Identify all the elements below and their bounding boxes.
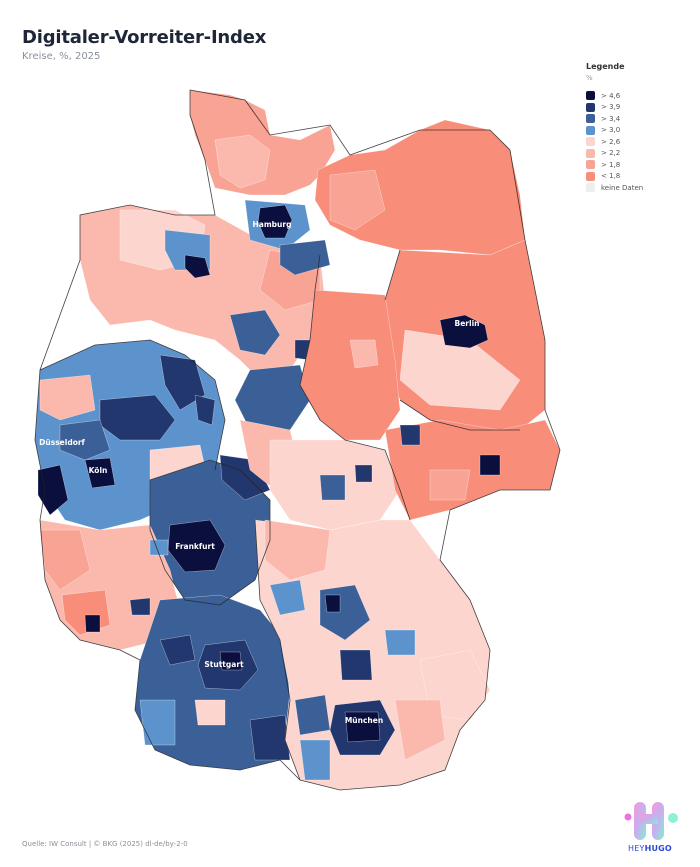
region-dresden: [479, 454, 501, 476]
legend-item: > 1,8: [586, 159, 643, 171]
legend-swatch: [586, 171, 595, 181]
heyhugo-logo-icon: [624, 802, 678, 840]
border-nrw: [39, 339, 226, 471]
logo-suffix: HUGO: [644, 844, 672, 853]
region-hamburg: [257, 204, 293, 239]
region-duesseldorf: [59, 419, 111, 461]
region-ludwigshafen: [129, 597, 151, 616]
region-bw-pink: [194, 699, 226, 726]
city-label-hamburg: Hamburg: [253, 220, 292, 229]
legend-swatch: [586, 183, 595, 193]
region-muenchen: [344, 711, 381, 743]
legend-label: > 1,8: [601, 160, 621, 169]
city-label-muenchen: München: [345, 716, 383, 725]
border-west-east: [299, 254, 411, 521]
region-bielefeld: [194, 394, 216, 426]
legend-unit: %: [586, 74, 593, 82]
region-aachen: [37, 464, 69, 516]
region-jena: [354, 464, 373, 483]
legend-item: keine Daten: [586, 182, 643, 194]
region-rlp-west: [39, 529, 91, 591]
map-legend: Legende % > 4,6 > 3,9 > 3,4 > 3,0 > 2,6 …: [586, 62, 643, 194]
legend-title: Legende: [586, 62, 625, 71]
region-augsburg: [294, 694, 331, 736]
legend-item: > 2,6: [586, 136, 643, 148]
source-note: Quelle: IW Consult | © BKG (2025) dl-de/…: [22, 840, 188, 848]
city-label-koeln: Köln: [89, 466, 108, 475]
legend-item: > 3,9: [586, 102, 643, 114]
region-berlin: [439, 314, 489, 349]
region-bayern-pink: [394, 699, 446, 761]
legend-label: > 3,0: [601, 126, 621, 135]
region-erfurt: [319, 474, 346, 501]
city-label-berlin: Berlin: [455, 319, 480, 328]
region-ingolstadt: [339, 649, 373, 681]
legend-item: < 1,8: [586, 171, 643, 183]
region-hannover: [229, 309, 281, 356]
region-wuerzburg: [269, 579, 306, 616]
legend-item: > 3,0: [586, 125, 643, 137]
legend-swatch: [586, 160, 595, 170]
legend-item: > 2,2: [586, 148, 643, 160]
logo-prefix: HEY: [628, 844, 645, 853]
region-stuttgart-city: [219, 651, 243, 671]
region-regensburg: [384, 629, 416, 656]
region-ulm: [249, 714, 291, 761]
region-nrw-west-pink: [39, 374, 96, 421]
legend-swatch: [586, 91, 595, 101]
legend-swatch: [586, 137, 595, 147]
legend-item: > 3,4: [586, 113, 643, 125]
city-label-duesseldorf: Düsseldorf: [39, 438, 85, 447]
page-title: Digitaler-Vorreiter-Index: [22, 27, 267, 48]
legend-label: > 2,6: [601, 137, 621, 146]
region-sh-inner: [214, 134, 271, 189]
region-ns-southeast: [234, 364, 311, 431]
legend-swatch: [586, 148, 595, 158]
border-germany: [34, 89, 561, 791]
page-subtitle: Kreise, %, 2025: [22, 51, 101, 62]
region-freiburg: [139, 699, 176, 746]
legend-label: > 3,9: [601, 103, 621, 112]
region-sachsen-anhalt: [299, 289, 401, 441]
region-bremen: [184, 254, 211, 279]
legend-item: > 4,6: [586, 90, 643, 102]
region-nuernberg-city: [324, 594, 341, 613]
city-label-frankfurt: Frankfurt: [175, 542, 215, 551]
region-oberland: [299, 739, 331, 781]
legend-label: > 4,6: [601, 91, 621, 100]
region-mainz: [149, 539, 169, 556]
region-chemnitz-area: [429, 469, 471, 501]
region-magdeburg: [349, 339, 379, 369]
legend-label: > 3,4: [601, 114, 621, 123]
region-lueneburg: [279, 239, 331, 276]
legend-label: keine Daten: [601, 183, 644, 192]
region-saarbruecken: [84, 614, 101, 633]
border-brandenburg: [384, 249, 520, 431]
legend-swatch: [586, 114, 595, 124]
region-karlsruhe: [159, 634, 196, 666]
region-leipzig: [399, 424, 421, 446]
region-koeln: [84, 457, 116, 489]
legend-label: > 2,2: [601, 149, 621, 158]
heyhugo-logo-text: HEYHUGO: [628, 844, 672, 853]
region-muenster: [159, 354, 206, 411]
legend-label: < 1,8: [601, 172, 621, 181]
border-bw-bayern: [254, 519, 301, 781]
border-hessen: [149, 459, 271, 606]
city-label-stuttgart: Stuttgart: [204, 660, 244, 669]
region-mv-west: [329, 169, 386, 231]
legend-swatch: [586, 125, 595, 135]
legend-swatch: [586, 102, 595, 112]
